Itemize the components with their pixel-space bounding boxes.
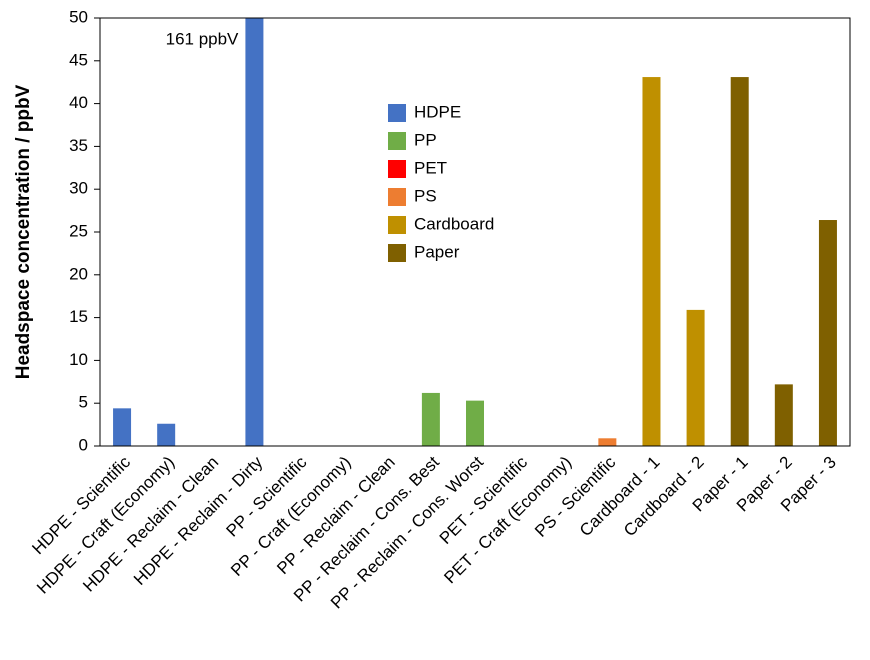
y-tick-label: 25 <box>69 221 88 240</box>
bar <box>245 18 264 446</box>
legend-label: Cardboard <box>414 214 494 233</box>
legend-label: PP <box>414 130 437 149</box>
bar <box>598 438 617 446</box>
y-tick-label: 20 <box>69 264 88 283</box>
y-tick-label: 15 <box>69 307 88 326</box>
bar <box>686 309 705 446</box>
y-tick-label: 10 <box>69 350 88 369</box>
bar <box>466 400 484 446</box>
legend-label: Paper <box>414 242 460 261</box>
y-axis-label: Headspace concentration / ppbV <box>13 84 34 379</box>
legend-swatch <box>388 132 406 150</box>
legend-label: HDPE <box>414 102 461 121</box>
y-tick-label: 0 <box>79 435 88 454</box>
data-label: 161 ppbV <box>166 29 239 48</box>
bar <box>113 408 132 446</box>
legend-label: PS <box>414 186 437 205</box>
bars <box>113 18 837 446</box>
y-tick-label: 30 <box>69 179 88 198</box>
legend-swatch <box>388 244 406 262</box>
legend-swatch <box>388 216 406 234</box>
bar <box>642 77 661 446</box>
bar <box>157 423 176 446</box>
legend-swatch <box>388 188 406 206</box>
legend-swatch <box>388 104 406 122</box>
bar <box>818 220 837 446</box>
y-tick-label: 35 <box>69 136 88 155</box>
legend-label: PET <box>414 158 447 177</box>
y-tick-label: 40 <box>69 93 88 112</box>
legend-swatch <box>388 160 406 178</box>
y-tick-label: 5 <box>79 393 88 412</box>
y-tick-label: 45 <box>69 50 88 69</box>
y-tick-label: 50 <box>69 7 88 26</box>
bar <box>421 392 440 446</box>
bar <box>774 384 793 446</box>
bar <box>730 77 749 446</box>
